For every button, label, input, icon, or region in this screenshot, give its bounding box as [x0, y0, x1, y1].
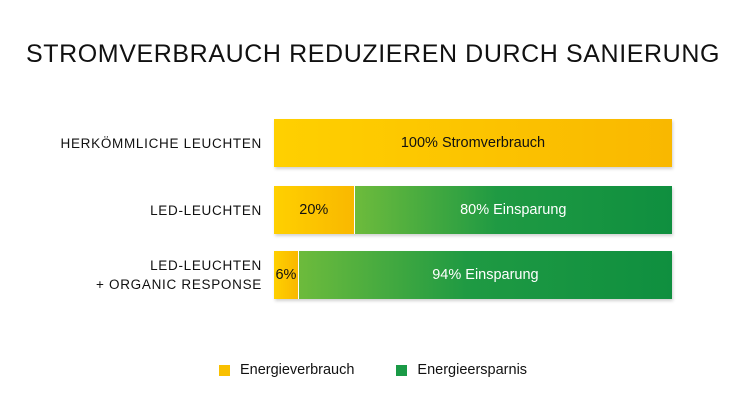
data-label: 100% Stromverbrauch — [400, 135, 546, 151]
legend-item: Energieverbrauch — [218, 362, 355, 378]
category-label-line: + ORGANIC RESPONSE — [95, 277, 262, 292]
bar-segment-consumption: 100% Stromverbrauch — [274, 119, 672, 167]
data-label: 20% — [299, 202, 329, 218]
legend-label: Energieverbrauch — [239, 362, 355, 378]
category-label: LED-LEUCHTEN + ORGANIC RESPONSE — [22, 256, 262, 294]
category-label: HERKÖMMLICHE LEUCHTEN — [22, 134, 262, 153]
legend-item: Energieersparnis — [396, 362, 527, 378]
bar-segment-consumption: 20% — [274, 186, 354, 234]
bar-row: 6% 94% Einsparung — [274, 251, 672, 299]
category-label: LED-LEUCHTEN — [22, 201, 262, 220]
data-label: 6% — [275, 267, 297, 283]
data-label: 80% Einsparung — [460, 202, 567, 218]
legend-swatch — [218, 364, 230, 376]
category-label-line: LED-LEUCHTEN — [150, 258, 262, 273]
bar-segment-consumption: 6% — [274, 251, 298, 299]
bar-segment-savings: 94% Einsparung — [297, 251, 672, 299]
legend-label: Energieersparnis — [417, 362, 528, 378]
category-label-line: HERKÖMMLICHE LEUCHTEN — [60, 135, 262, 151]
bar-row: 100% Stromverbrauch — [274, 119, 672, 167]
chart-title: STROMVERBRAUCH REDUZIEREN DURCH SANIERUN… — [25, 40, 721, 68]
legend: Energieverbrauch Energieersparnis — [0, 362, 746, 378]
data-label: 94% Einsparung — [432, 267, 539, 283]
bar-row: 20% 80% Einsparung — [274, 186, 672, 234]
legend-swatch — [396, 364, 408, 376]
category-label-line: LED-LEUCHTEN — [150, 202, 262, 218]
bar-segment-savings: 80% Einsparung — [353, 186, 672, 234]
